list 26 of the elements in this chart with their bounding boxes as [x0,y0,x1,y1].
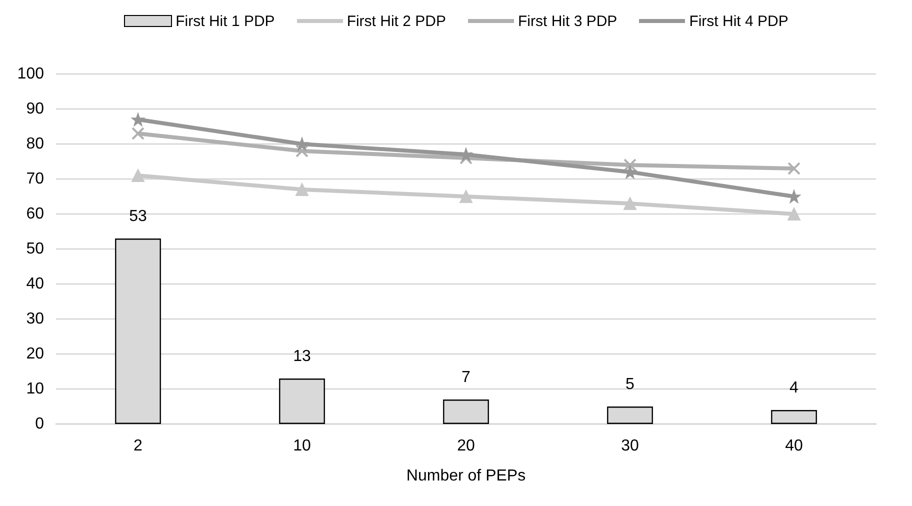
x-axis-title: Number of PEPs [406,468,526,484]
y-tick-label: 10 [26,380,44,398]
y-tick-label: 100 [17,66,44,82]
y-tick-label: 50 [26,240,44,258]
legend-label: First Hit 4 PDP [689,12,788,30]
y-tick-label: 90 [26,100,44,118]
x-tick-label: 10 [293,438,311,454]
legend-label: First Hit 3 PDP [518,12,618,30]
data-label: 53 [129,208,147,225]
data-label: 13 [293,348,311,365]
x-tick-label: 30 [621,438,639,454]
y-tick-label: 70 [26,170,44,188]
y-tick-label: 0 [35,416,44,432]
y-tick-label: 20 [26,346,44,362]
y-tick-label: 60 [26,206,44,222]
y-tick-label: 40 [26,276,44,292]
x-tick-label: 20 [457,438,475,454]
data-label: 4 [790,380,799,396]
x-tick-label: 2 [134,438,143,454]
data-label: 5 [626,376,635,393]
legend-label: First Hit 1 PDP [176,12,275,30]
x-tick-label: 40 [785,438,803,454]
data-label: 7 [462,369,471,386]
y-tick-label: 80 [26,136,44,152]
y-tick-label: 30 [26,310,44,328]
legend-label: First Hit 2 PDP [346,12,446,30]
